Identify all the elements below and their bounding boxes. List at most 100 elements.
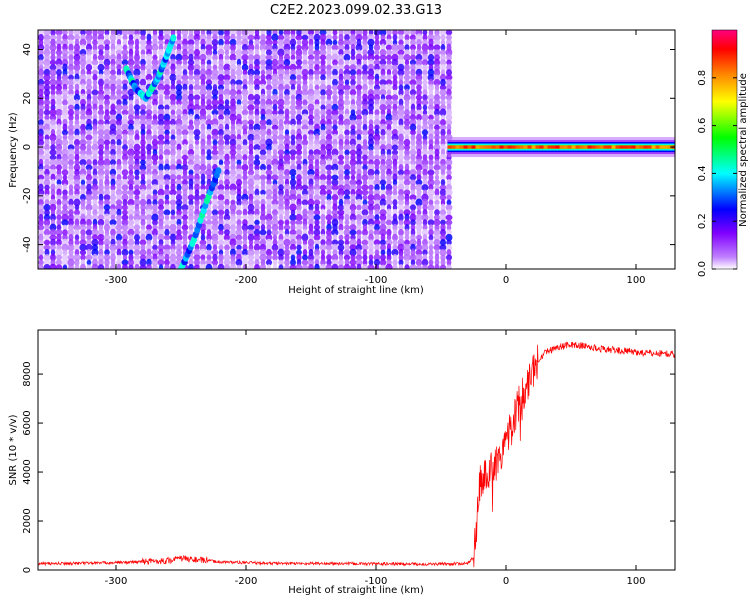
heatmap-cell [49,159,57,166]
heatmap-cell [343,39,351,46]
heatmap-cell [188,93,194,102]
heatmap-cell [355,194,363,201]
heatmap-cell [446,194,452,201]
heatmap-cell [97,214,105,221]
heatmap-cell [331,64,339,71]
heatmap-cell [79,98,87,107]
heatmap-cell [152,63,158,72]
heatmap-cell [56,188,62,197]
heatmap-cell [260,178,266,187]
heatmap-cell [265,34,273,41]
heatmap-cell [80,189,86,196]
heatmap-cell [122,133,128,142]
heatmap-cell [379,163,387,172]
heatmap-cell [332,169,338,176]
heatmap-cell [284,209,290,216]
heatmap-cell [55,83,63,92]
heatmap-cell [325,38,333,47]
figure-title: C2E2.2023.099.02.33.G13 [270,3,442,18]
heatmap-cell [343,194,351,201]
heatmap-cell [181,164,189,171]
heatmap-cell [367,53,375,62]
heatmap-cell [223,149,231,156]
heatmap-cell [320,39,326,46]
heatmap-cell [157,188,165,197]
heatmap-cell [415,109,423,116]
heatmap-cell [133,68,141,77]
heatmap-cell [146,224,152,231]
heatmap-cell [314,64,320,71]
heatmap-cell [200,179,206,186]
heatmap-cell [176,99,182,106]
heatmap-cell [38,108,44,117]
heatmap-cell [110,189,116,196]
heatmap-cell [337,109,345,116]
heatmap-cell [235,54,243,61]
heatmap-cell [302,254,308,261]
heatmap-cell [140,188,146,197]
heatmap-cell [224,153,230,162]
heatmap-cell [248,193,254,202]
heatmap-cell [145,214,153,221]
heatmap-cell [188,263,194,269]
heatmap-cell [278,73,284,82]
heatmap-cell [164,184,170,191]
heatmap-cell [398,224,404,231]
heatmap-cell [409,34,417,41]
heatmap-cell [61,179,69,186]
heatmap-cell [284,204,290,211]
heatmap-cell [391,153,399,162]
heatmap-cell [397,124,405,131]
heatmap-cell [248,149,254,156]
heatmap-cell [320,224,326,231]
heatmap-cell [80,229,86,236]
heatmap-cell [367,199,375,206]
heatmap-cell [67,244,75,251]
heatmap-cell [67,204,75,211]
heatmap-cell [116,124,122,131]
heatmap-cell [290,138,296,147]
heatmap-cell [331,178,339,187]
heatmap-cell [61,199,69,206]
heatmap-cell [391,43,399,52]
heatmap-cell [439,239,447,246]
heatmap-cell [122,34,128,41]
heatmap-cell [301,233,309,242]
heatmap-cell [307,93,315,102]
heatmap-cell [134,194,140,201]
heatmap-cell [272,104,278,111]
heatmap-cell [349,84,357,91]
heatmap-cell [116,248,122,257]
heatmap-cell [212,139,218,146]
heatmap-cell [428,259,434,266]
heatmap-cell [355,129,363,136]
heatmap-cell [379,79,387,86]
colorbar-ticks: 0.00.20.40.60.8 [697,70,737,277]
heatmap-cell [133,224,141,231]
heatmap-cell [355,53,363,62]
heatmap-cell [103,253,111,262]
heatmap-cell [434,128,440,137]
heatmap-cell [260,219,266,226]
heatmap-cell [295,219,303,226]
heatmap-cell [320,164,326,171]
heatmap-cell [325,143,333,152]
heatmap-cell [386,124,392,131]
heatmap-cell [115,199,123,206]
heatmap-cell [271,199,279,206]
heatmap-cell [434,203,440,212]
heatmap-cell [43,88,51,97]
heatmap-cell [361,69,369,76]
heatmap-cell [151,184,159,191]
heatmap-cell [85,108,93,117]
heatmap-cell [350,128,356,137]
heatmap-cell [50,173,56,182]
heatmap-cell [422,30,428,36]
heatmap-cell [67,124,75,131]
heatmap-cell [356,184,362,191]
heatmap-cell [308,44,314,51]
heatmap-cell [313,199,321,206]
heatmap-cell [67,258,75,267]
snr-series-line [38,341,675,568]
heatmap-cell [331,133,339,142]
